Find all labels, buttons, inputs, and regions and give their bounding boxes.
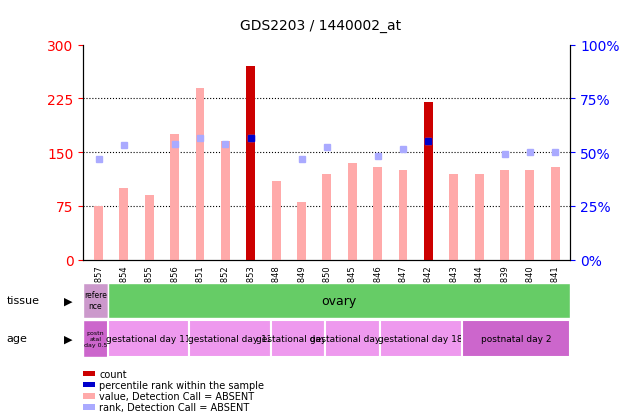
Text: ▶: ▶ — [64, 334, 72, 344]
FancyBboxPatch shape — [83, 404, 95, 410]
Text: refere
nce: refere nce — [84, 291, 107, 310]
Text: gestational day 18: gestational day 18 — [378, 334, 463, 343]
Bar — [500, 171, 509, 260]
Bar — [145, 196, 154, 260]
Bar — [94, 206, 103, 260]
Text: gestational day 14: gestational day 14 — [256, 334, 340, 343]
Bar — [171, 135, 179, 260]
Text: gestational day 16: gestational day 16 — [310, 334, 395, 343]
Text: count: count — [99, 369, 127, 379]
Bar — [348, 164, 357, 260]
Bar — [119, 189, 128, 260]
Bar — [322, 174, 331, 260]
Bar — [272, 181, 281, 260]
Bar — [526, 171, 535, 260]
Text: ▶: ▶ — [64, 295, 72, 306]
Text: postn
atal
day 0.5: postn atal day 0.5 — [84, 330, 107, 347]
FancyBboxPatch shape — [83, 382, 95, 387]
FancyBboxPatch shape — [83, 371, 95, 376]
Bar — [449, 174, 458, 260]
Bar — [373, 167, 382, 260]
Text: ovary: ovary — [322, 294, 356, 307]
Text: gestational day 11: gestational day 11 — [106, 334, 191, 343]
Bar — [297, 203, 306, 260]
Text: tissue: tissue — [6, 295, 39, 306]
Bar — [551, 167, 560, 260]
Bar — [221, 142, 230, 260]
Bar — [475, 174, 483, 260]
Bar — [246, 67, 255, 260]
Bar — [424, 103, 433, 260]
Text: rank, Detection Call = ABSENT: rank, Detection Call = ABSENT — [99, 402, 249, 412]
Bar — [196, 88, 204, 260]
Text: age: age — [6, 334, 28, 344]
Bar — [399, 171, 408, 260]
FancyBboxPatch shape — [83, 393, 95, 399]
Text: gestational day 12: gestational day 12 — [188, 334, 272, 343]
Text: GDS2203 / 1440002_at: GDS2203 / 1440002_at — [240, 19, 401, 33]
Text: postnatal day 2: postnatal day 2 — [481, 334, 551, 343]
Text: percentile rank within the sample: percentile rank within the sample — [99, 380, 264, 390]
Text: value, Detection Call = ABSENT: value, Detection Call = ABSENT — [99, 391, 254, 401]
